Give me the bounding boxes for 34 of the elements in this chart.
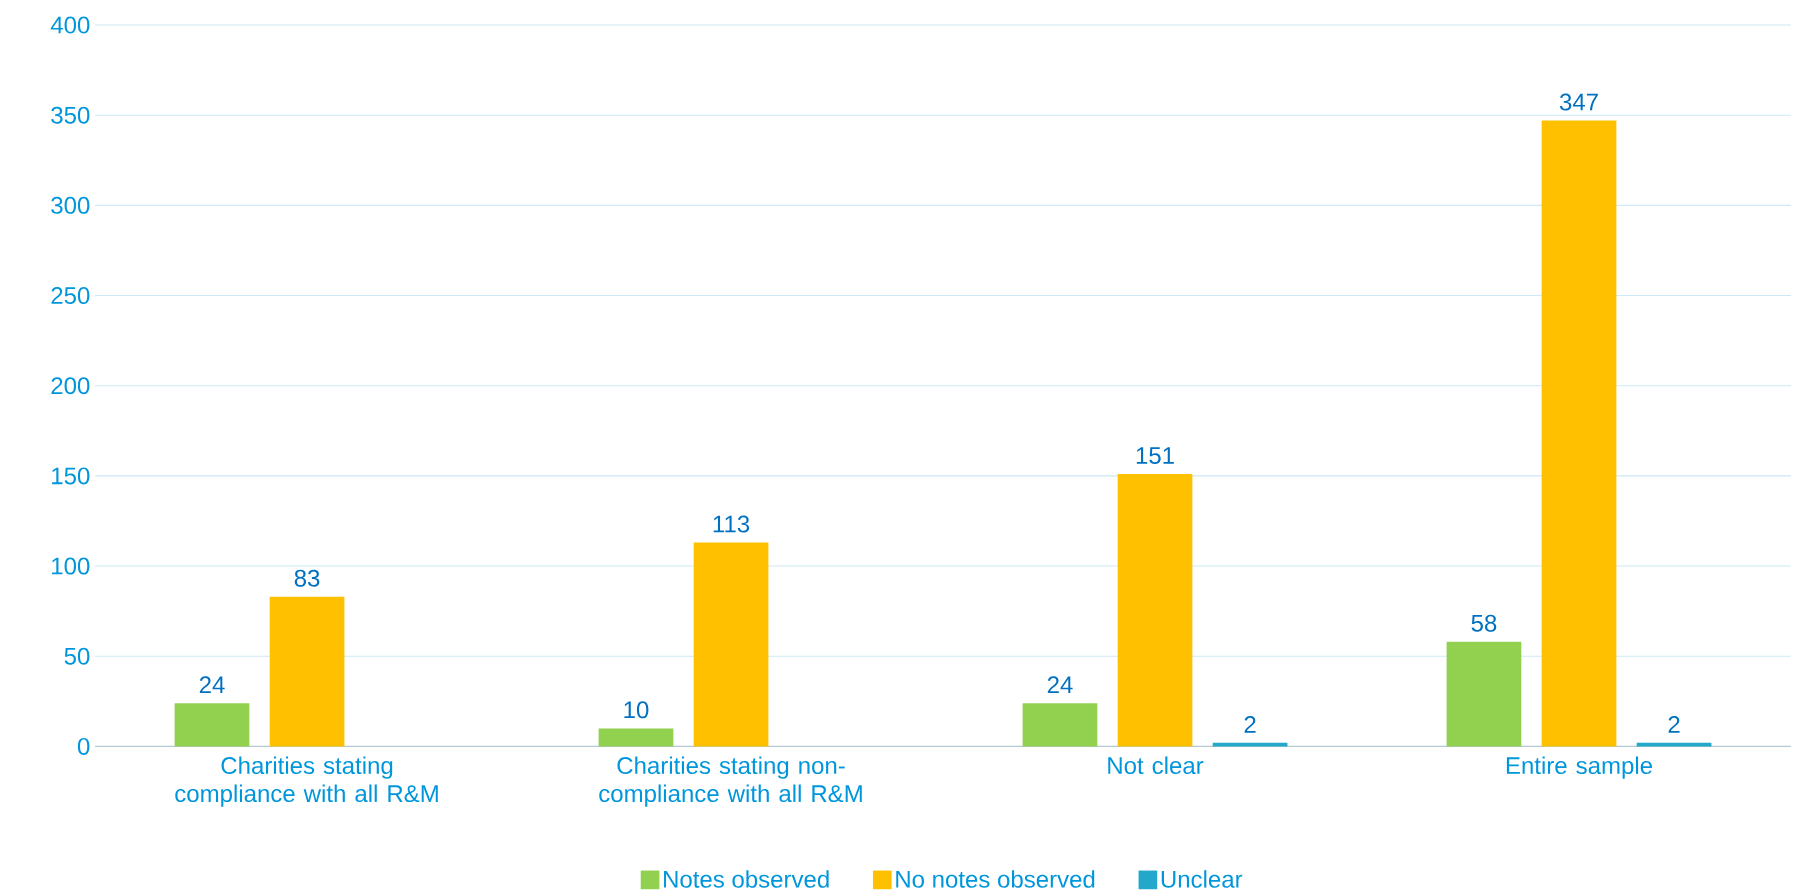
bar <box>1022 703 1098 747</box>
bar <box>174 703 250 747</box>
bar <box>1446 642 1522 747</box>
bar <box>1541 120 1617 747</box>
y-tick-label: 0 <box>77 738 90 756</box>
y-tick-label: 300 <box>51 197 90 215</box>
data-label: 24 <box>199 676 225 694</box>
data-label: 113 <box>713 515 750 533</box>
y-tick-label: 150 <box>52 467 90 485</box>
bar <box>1117 474 1193 747</box>
y-tick-label: 200 <box>51 377 90 395</box>
y-tick-label: 100 <box>52 557 90 575</box>
data-label: 2 <box>1244 716 1256 734</box>
y-tick-label: 350 <box>51 106 90 124</box>
data-label: 347 <box>1559 93 1598 111</box>
y-tick-label: 50 <box>64 647 90 665</box>
data-label: 83 <box>294 569 320 587</box>
x-tick-label: Entire sample <box>1506 756 1652 780</box>
legend-label: No notes observed <box>896 870 1095 889</box>
data-label: 10 <box>624 701 649 719</box>
legend-label: Notes observed <box>664 870 829 889</box>
x-tick-label: Not clear <box>1108 756 1204 775</box>
data-label: 24 <box>1047 676 1073 694</box>
bar <box>693 542 769 747</box>
legend-label: Unclear <box>1161 870 1243 889</box>
y-tick-label: 400 <box>50 16 90 34</box>
x-tick-label: Charities stating non-compliance with all R&M <box>599 756 862 808</box>
bar <box>269 596 345 747</box>
data-label: 151 <box>1136 447 1174 465</box>
data-label: 58 <box>1471 615 1497 633</box>
y-tick-label: 250 <box>51 287 90 305</box>
bar <box>598 728 674 747</box>
data-label: 2 <box>1668 716 1680 734</box>
x-tick-label: Charities stating compliance with all R&M <box>175 756 438 808</box>
